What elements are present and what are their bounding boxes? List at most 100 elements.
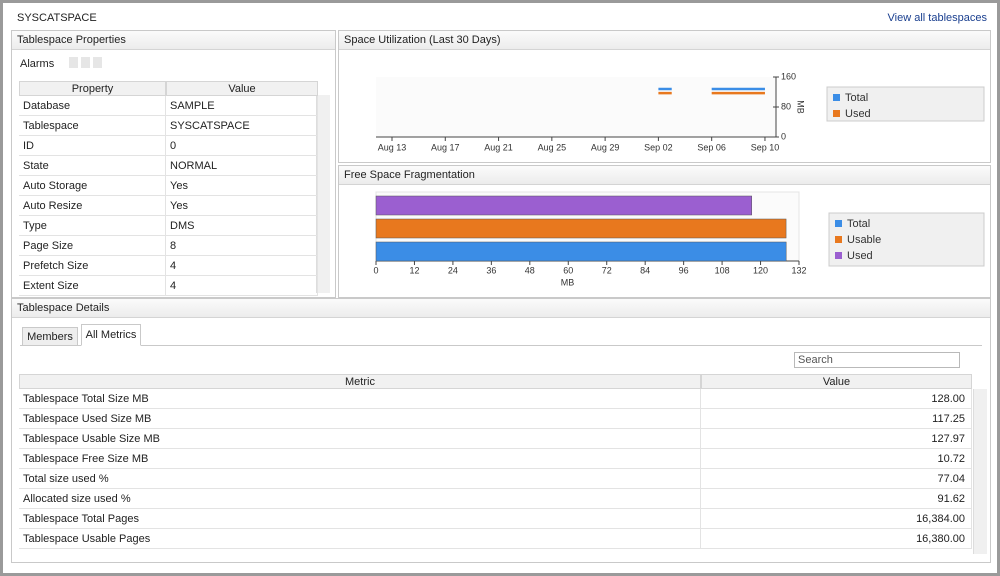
alarm-icon <box>93 57 102 68</box>
x-tick-label: Aug 25 <box>538 142 567 152</box>
scrollbar[interactable] <box>316 95 330 293</box>
y-tick-label: 160 <box>781 71 796 81</box>
x-tick-label: 132 <box>791 265 806 275</box>
property-value: 4 <box>166 256 318 276</box>
metric-name: Total size used % <box>19 469 701 489</box>
property-name: Database <box>19 96 166 116</box>
view-all-link[interactable]: View all tablespaces <box>887 12 987 24</box>
metric-value: 128.00 <box>701 389 972 409</box>
panel-title: Space Utilization (Last 30 Days) <box>339 31 990 50</box>
legend-swatch <box>833 94 840 101</box>
property-name: Auto Resize <box>19 196 166 216</box>
property-value: 0 <box>166 136 318 156</box>
metric-name: Tablespace Total Size MB <box>19 389 701 409</box>
x-tick-label: 48 <box>525 265 535 275</box>
bar <box>375 241 787 262</box>
legend-swatch <box>833 110 840 117</box>
property-name: Prefetch Size <box>19 256 166 276</box>
property-value: SYSCATSPACE <box>166 116 318 136</box>
legend-box <box>826 86 985 122</box>
x-tick-label: 36 <box>486 265 496 275</box>
utilization-panel: Space Utilization (Last 30 Days) 0 80 160 M… <box>338 30 991 163</box>
property-value: DMS <box>166 216 318 236</box>
property-name: Extent Size <box>19 276 166 296</box>
x-axis-label: MB <box>561 277 575 287</box>
metric-value: 127.97 <box>701 429 972 449</box>
property-value: 8 <box>166 236 318 256</box>
x-tick-label: 0 <box>373 265 378 275</box>
x-tick-label: Aug 21 <box>484 142 513 152</box>
property-value: Yes <box>166 196 318 216</box>
legend-box <box>828 212 985 267</box>
column-header: Value <box>166 81 318 96</box>
column-header: Value <box>701 374 972 389</box>
bar <box>375 195 752 216</box>
y-axis-label: MB <box>796 100 806 114</box>
x-tick-label: 96 <box>679 265 689 275</box>
metric-value: 117.25 <box>701 409 972 429</box>
property-value: NORMAL <box>166 156 318 176</box>
metric-name: Tablespace Free Size MB <box>19 449 701 469</box>
details-panel: Tablespace Details Members All Metrics S… <box>11 298 991 563</box>
x-tick-label: Sep 06 <box>697 142 726 152</box>
metric-name: Tablespace Total Pages <box>19 509 701 529</box>
search-box[interactable]: Search <box>794 352 960 368</box>
x-tick-label: Aug 29 <box>591 142 620 152</box>
panel-title: Free Space Fragmentation <box>339 166 990 185</box>
metric-value: 16,380.00 <box>701 529 972 549</box>
column-header: Property <box>19 81 166 96</box>
property-name: ID <box>19 136 166 156</box>
metric-value: 16,384.00 <box>701 509 972 529</box>
metric-value: 91.62 <box>701 489 972 509</box>
legend-swatch <box>835 252 842 259</box>
alarm-icon <box>69 57 78 68</box>
tab-active[interactable]: All Metrics <box>81 324 141 346</box>
properties-panel: Tablespace Properties Alarms Property Val… <box>11 30 336 298</box>
tab-line <box>20 345 982 346</box>
legend-swatch <box>835 220 842 227</box>
fragmentation-chart: 0 12 24 36 48 60 72 84 96 108 120 132 MB Total Usable U… <box>373 191 985 287</box>
x-tick-label: 72 <box>602 265 612 275</box>
x-tick-label: 84 <box>640 265 650 275</box>
property-name: State <box>19 156 166 176</box>
metric-name: Allocated size used % <box>19 489 701 509</box>
plot-area <box>376 77 776 137</box>
legend-label: Total <box>847 218 870 230</box>
column-header: Metric <box>19 374 701 389</box>
metric-name: Tablespace Used Size MB <box>19 409 701 429</box>
bar <box>375 218 787 239</box>
utilization-chart: 0 80 160 MB Aug 13 Aug 17 Aug 21 Aug 25 Aug 29 Se… <box>376 71 985 152</box>
panel-title: Tablespace Details <box>12 299 990 318</box>
property-value: 4 <box>166 276 318 296</box>
legend-swatch <box>835 236 842 243</box>
alarm-icon <box>81 57 90 68</box>
x-tick-label: Aug 13 <box>378 142 407 152</box>
property-name: Tablespace <box>19 116 166 136</box>
legend-label: Used <box>845 108 871 120</box>
property-value: Yes <box>166 176 318 196</box>
property-name: Auto Storage <box>19 176 166 196</box>
page-title: SYSCATSPACE <box>17 12 97 24</box>
metric-value: 77.04 <box>701 469 972 489</box>
x-tick-label: 108 <box>715 265 730 275</box>
x-tick-label: 12 <box>409 265 419 275</box>
scrollbar[interactable] <box>973 389 987 554</box>
x-tick-label: 24 <box>448 265 458 275</box>
x-tick-label: 120 <box>753 265 768 275</box>
alarms-label: Alarms <box>20 58 55 70</box>
metric-name: Tablespace Usable Pages <box>19 529 701 549</box>
tab[interactable]: Members <box>22 327 78 346</box>
metric-value: 10.72 <box>701 449 972 469</box>
legend-label: Total <box>845 92 868 104</box>
legend-label: Usable <box>847 234 881 246</box>
property-name: Page Size <box>19 236 166 256</box>
property-value: SAMPLE <box>166 96 318 116</box>
x-tick-label: Aug 17 <box>431 142 460 152</box>
x-tick-label: Sep 02 <box>644 142 673 152</box>
y-tick-label: 0 <box>781 131 786 141</box>
x-tick-label: 60 <box>563 265 573 275</box>
fragmentation-panel: Free Space Fragmentation 0 12 24 36 48 60 72 84… <box>338 165 991 298</box>
x-tick-label: Sep 10 <box>751 142 780 152</box>
panel-title: Tablespace Properties <box>12 31 335 50</box>
